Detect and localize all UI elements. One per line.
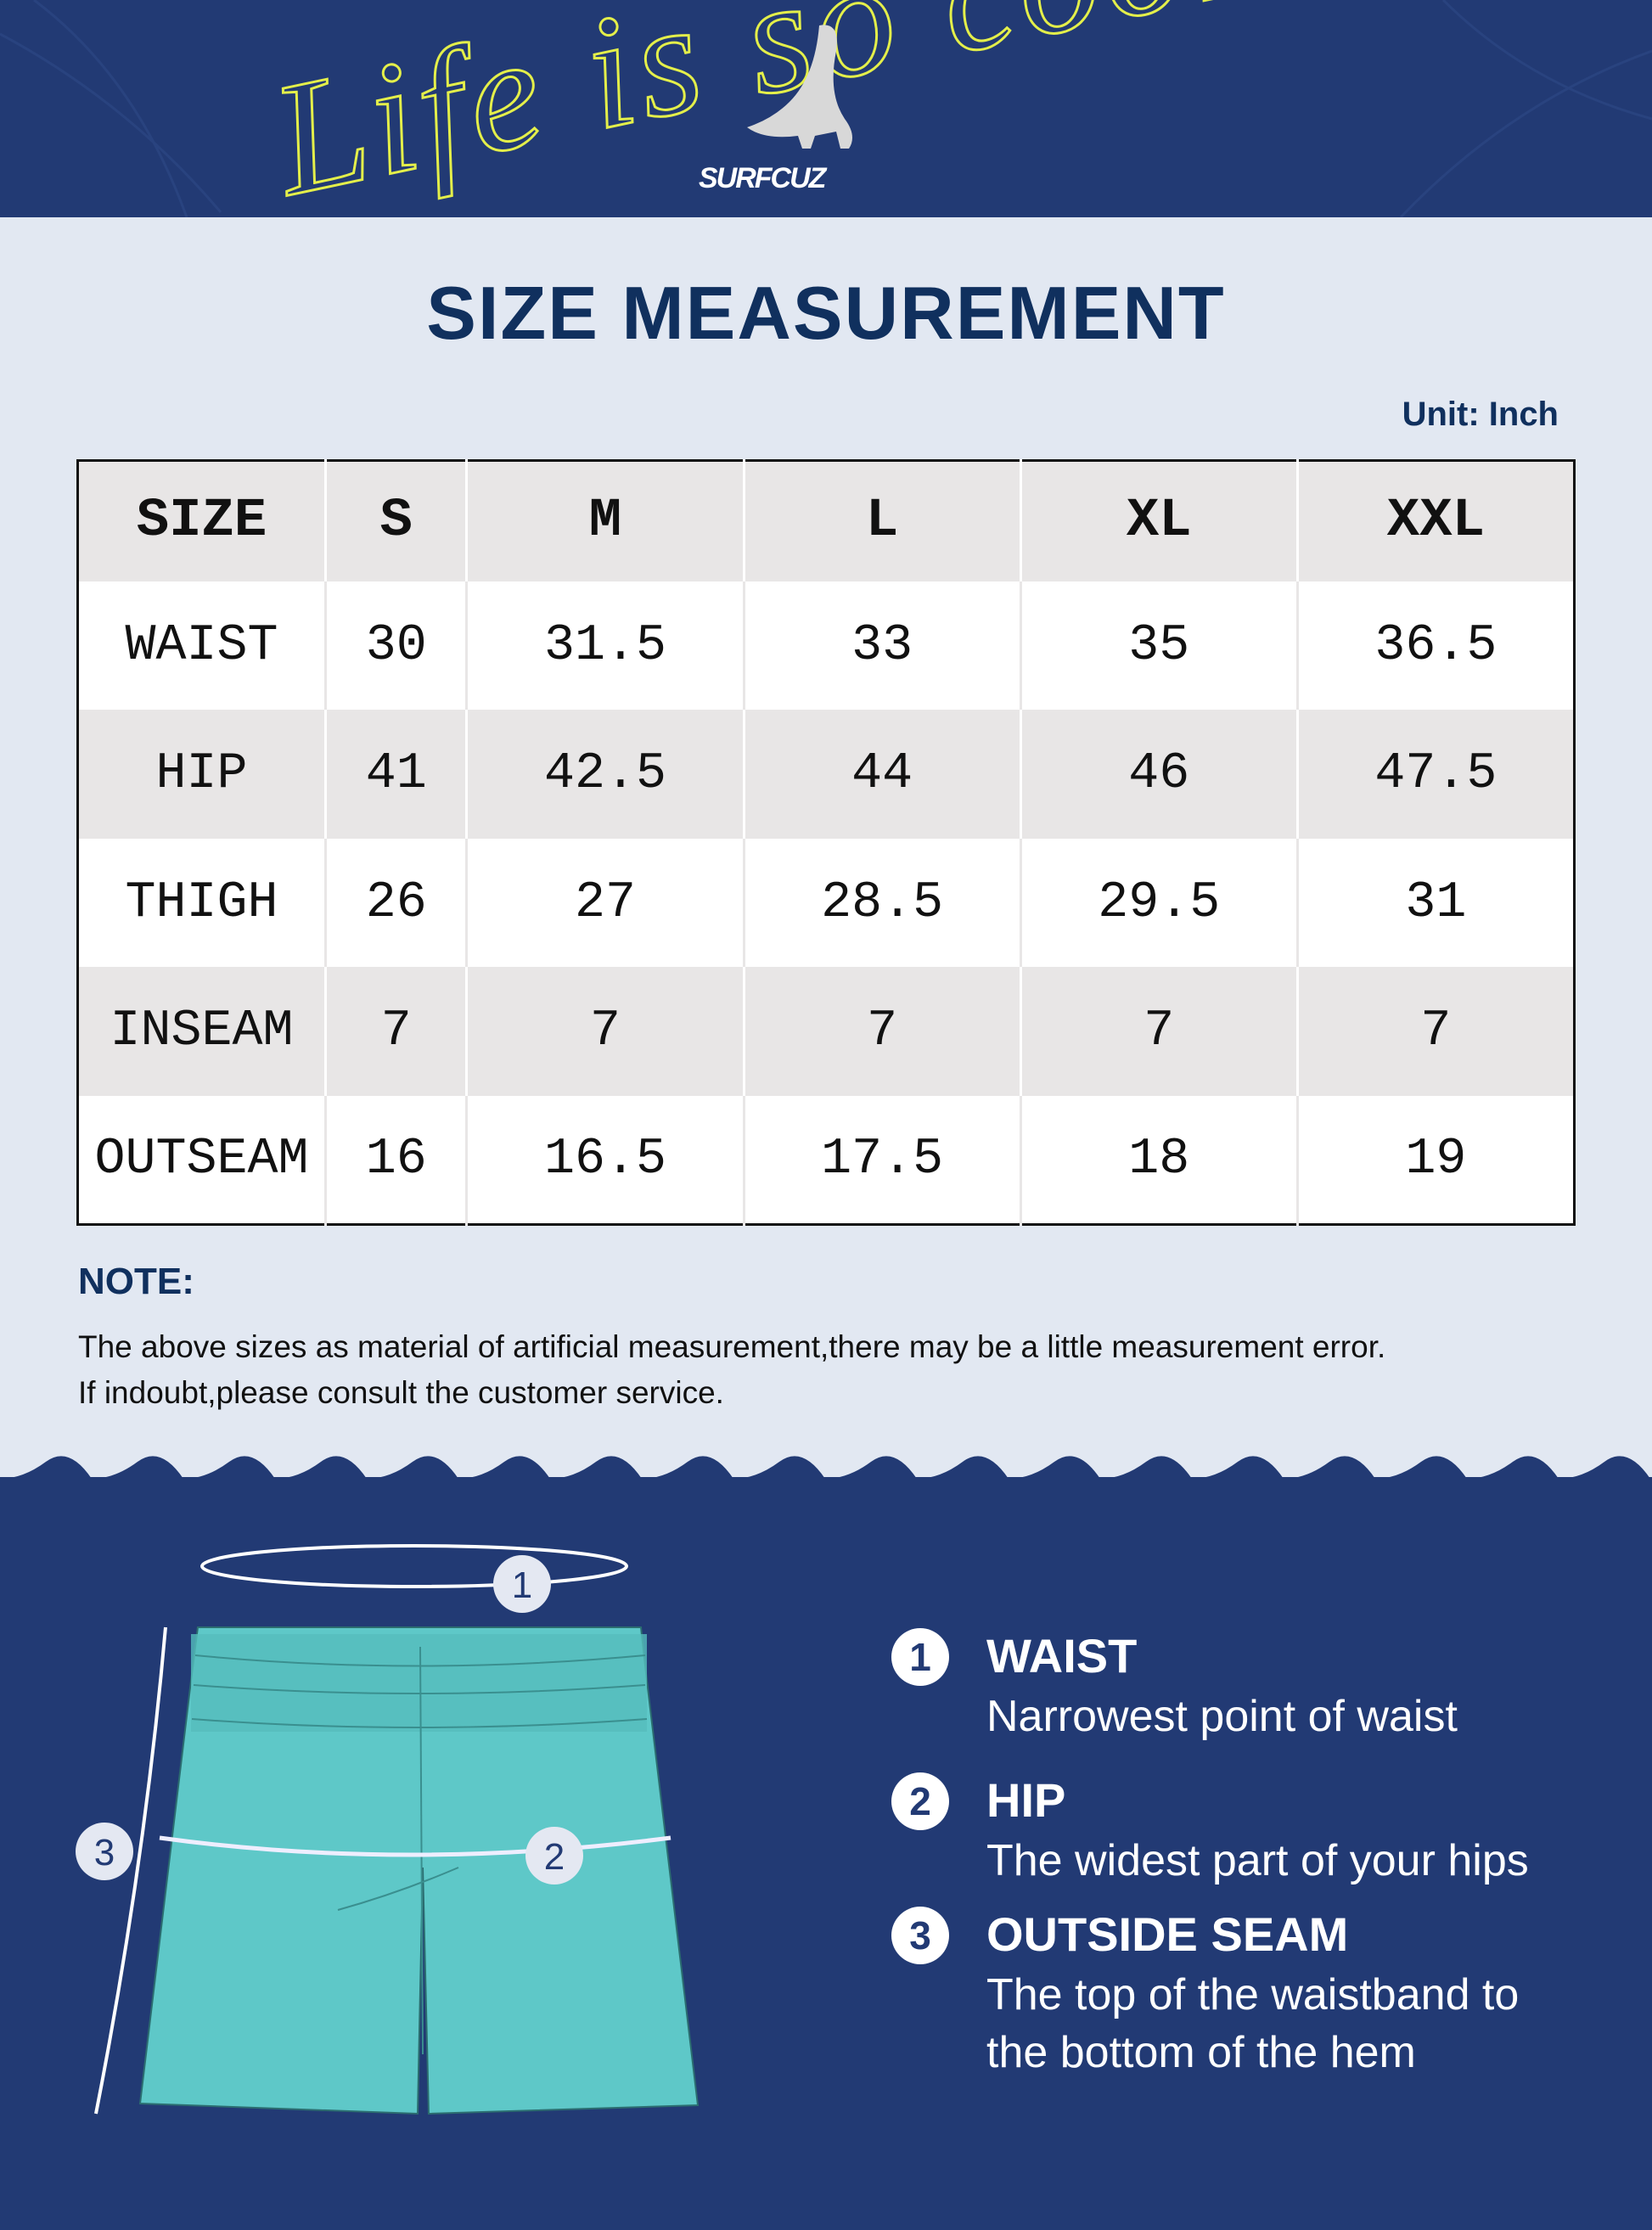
wave-shape [0,1456,1652,1486]
table-cell: 28.5 [742,838,1021,968]
marker-2: 2 [525,1827,583,1885]
table-row: WAIST 30 31.5 33 35 36.5 [77,581,1575,711]
guide-description-line: the bottom of the hem [986,2028,1416,2077]
guide-title: WAIST [986,1629,1138,1682]
table-cell: 17.5 [742,1095,1021,1225]
table-cell: 47.5 [1295,710,1575,839]
size-table: SIZE S M L XL XXL WAIST 30 31.5 33 35 36… [76,459,1576,1226]
table-cell: 7 [1019,967,1298,1096]
table-cell: 27 [465,838,745,968]
table-cell: 30 [323,581,467,711]
svg-text:2: 2 [544,1836,565,1878]
table-cell: 29.5 [1019,838,1298,968]
guide-description: Narrowest point of waist [986,1692,1458,1741]
table-cell: 19 [1295,1095,1575,1225]
note-text: The above sizes as material of artificia… [78,1324,1385,1416]
table-cell: 44 [742,710,1021,839]
dinosaur-logo-icon [747,25,852,149]
number-badge-icon: 3 [891,1907,949,1964]
table-cell: 33 [742,581,1021,711]
row-label: INSEAM [77,967,326,1096]
table-cell: 7 [1295,967,1575,1096]
header-cell: M [465,460,745,581]
shorts-diagram: 1 2 3 [76,1544,700,2115]
wave-divider [0,1456,1652,1486]
number-badge-icon: 1 [891,1628,949,1686]
guide-description-line: The top of the waistband to [986,1970,1520,2019]
table-cell: 16 [323,1095,467,1225]
brand-logo: SURFCUZ [699,162,828,194]
guide-title: OUTSIDE SEAM [986,1907,1349,1961]
table-row: THIGH 26 27 28.5 29.5 31 [77,838,1575,968]
table-cell: 16.5 [465,1095,745,1225]
header-cell: XXL [1295,460,1575,581]
note-heading: NOTE: [78,1261,194,1302]
svg-text:1: 1 [512,1564,532,1606]
table-cell: 31.5 [465,581,745,711]
header-cell: XL [1019,460,1298,581]
table-cell: 7 [323,967,467,1096]
table-cell: 36.5 [1295,581,1575,711]
row-label: OUTSEAM [77,1095,326,1225]
note-line: If indoubt,please consult the customer s… [78,1375,724,1410]
header-cell: S [323,460,467,581]
unit-label: Unit: Inch [1402,396,1559,433]
header-cell: L [742,460,1021,581]
row-label: WAIST [77,581,326,711]
table-cell: 42.5 [465,710,745,839]
marker-1: 1 [493,1555,551,1613]
table-header-row: SIZE S M L XL XXL [77,460,1575,581]
header-banner: Life is so cool SURFCUZ [0,0,1652,217]
table-cell: 7 [742,967,1021,1096]
marker-3: 3 [76,1823,133,1880]
header-cell: SIZE [77,460,326,581]
guide-title: HIP [986,1773,1066,1827]
row-label: HIP [77,710,326,839]
table-cell: 7 [465,967,745,1096]
table-row: HIP 41 42.5 44 46 47.5 [77,710,1575,839]
table-cell: 26 [323,838,467,968]
page-title: SIZE MEASUREMENT [426,271,1226,355]
guide-description: The widest part of your hips [986,1836,1529,1885]
table-cell: 35 [1019,581,1298,711]
number-badge-icon: 2 [891,1772,949,1830]
svg-text:3: 3 [94,1832,115,1873]
row-label: THIGH [77,838,326,968]
note-line: The above sizes as material of artificia… [78,1329,1386,1364]
table-cell: 46 [1019,710,1298,839]
table-cell: 31 [1295,838,1575,968]
table-row: OUTSEAM 16 16.5 17.5 18 19 [77,1095,1575,1225]
table-cell: 18 [1019,1095,1298,1225]
table-cell: 41 [323,710,467,839]
banner-artwork: Life is so cool SURFCUZ [0,0,1652,217]
table-row: INSEAM 7 7 7 7 7 [77,967,1575,1096]
guide-description: The top of the waistband to the bottom o… [986,1966,1519,2081]
